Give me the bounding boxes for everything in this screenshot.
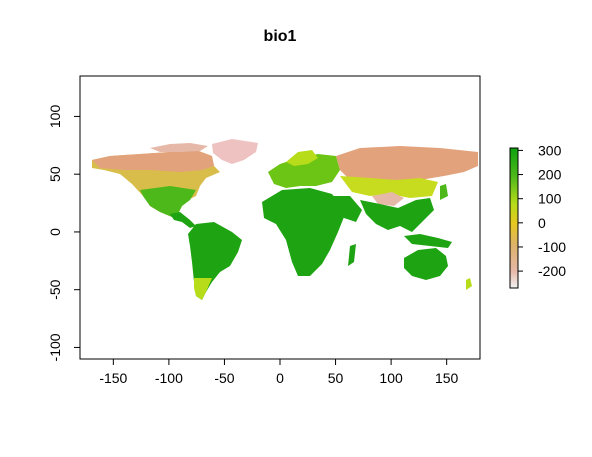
y-tick-label: 100 xyxy=(47,105,63,129)
x-tick-label: -50 xyxy=(214,370,234,386)
y-tick-label: 50 xyxy=(47,166,63,182)
legend-tick-label: 200 xyxy=(538,167,562,183)
x-tick-label: -100 xyxy=(155,370,183,386)
arabia xyxy=(332,196,362,222)
europe xyxy=(268,154,340,188)
greenland xyxy=(212,139,258,164)
legend-bar xyxy=(509,147,519,289)
land-layer xyxy=(92,139,478,300)
arctic-islands xyxy=(150,143,208,152)
legend-tick-label: 300 xyxy=(538,142,562,158)
y-tick-label: 0 xyxy=(47,228,63,236)
legend-tick-group: 300 200 100 0 -100 -200 xyxy=(518,142,566,279)
legend-tick-label: 100 xyxy=(538,191,562,207)
scandinavia xyxy=(286,150,318,166)
north-america-south xyxy=(140,186,196,217)
africa xyxy=(262,188,346,276)
japan xyxy=(440,184,448,200)
x-tick-label: 100 xyxy=(379,370,403,386)
x-tick-group: -150 -100 -50 0 50 100 150 xyxy=(99,359,459,386)
madagascar xyxy=(348,244,356,266)
asia-central xyxy=(340,176,438,198)
x-tick-label: -150 xyxy=(99,370,127,386)
legend-tick-label: 0 xyxy=(538,215,546,231)
y-tick-label: -100 xyxy=(47,333,63,361)
y-tick-label: -50 xyxy=(47,279,63,299)
tibet xyxy=(372,192,404,206)
legend-tick-label: -200 xyxy=(538,263,566,279)
plot-title: bio1 xyxy=(263,28,297,45)
legend-tick-label: -100 xyxy=(538,239,566,255)
south-asia xyxy=(360,198,434,232)
x-tick-label: 150 xyxy=(435,370,459,386)
x-tick-label: 0 xyxy=(276,370,284,386)
y-tick-group: -100 -50 0 50 100 xyxy=(47,105,80,361)
north-america-north xyxy=(92,150,214,172)
asia-north xyxy=(336,146,478,184)
new-zealand xyxy=(466,278,472,290)
australia xyxy=(404,248,448,280)
x-tick-label: 50 xyxy=(328,370,344,386)
south-america-south xyxy=(194,278,212,300)
central-america xyxy=(170,212,196,228)
indonesia xyxy=(404,234,452,248)
